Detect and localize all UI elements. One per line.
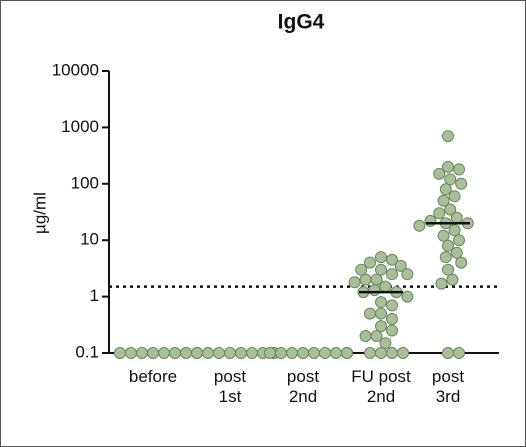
data-point: [330, 347, 342, 359]
data-point: [439, 251, 452, 264]
data-point: [286, 347, 298, 359]
data-point: [455, 177, 468, 190]
data-point: [297, 347, 309, 359]
data-point: [453, 163, 465, 176]
data-point: [355, 263, 368, 276]
chart-title: IgG4: [278, 11, 325, 34]
data-point: [401, 268, 414, 281]
data-point: [375, 347, 387, 359]
x-tick-label: post 2nd: [286, 367, 320, 406]
data-point: [125, 347, 137, 359]
data-point: [379, 337, 392, 350]
data-point: [114, 347, 126, 359]
data-point: [386, 313, 398, 326]
y-tick-label: 100: [71, 173, 99, 192]
data-point: [379, 280, 392, 293]
data-point: [424, 214, 437, 227]
data-point: [375, 263, 387, 276]
data-point: [341, 347, 353, 359]
y-tick-label: 1000: [61, 117, 99, 136]
y-axis-label: µg/ml: [30, 192, 49, 234]
data-point: [386, 324, 398, 337]
data-point: [439, 183, 452, 196]
data-point: [394, 259, 407, 272]
data-point: [136, 347, 148, 359]
data-point: [224, 347, 236, 359]
data-point: [450, 211, 463, 224]
data-point: [401, 290, 414, 303]
data-point: [453, 234, 465, 247]
data-point: [375, 320, 387, 333]
data-point: [235, 347, 247, 359]
data-point: [435, 277, 448, 290]
data-point: [386, 347, 398, 359]
data-point: [455, 256, 468, 269]
x-tick-label: FU post 2nd: [351, 367, 411, 406]
data-point: [448, 190, 461, 203]
data-point: [450, 246, 463, 259]
data-point: [413, 219, 426, 232]
data-point: [191, 347, 203, 359]
data-point: [397, 347, 409, 359]
data-point: [444, 173, 457, 186]
y-tick-label: 10000: [52, 60, 99, 79]
data-point: [433, 167, 446, 180]
y-tick-label: 10: [80, 230, 99, 249]
data-point: [446, 273, 459, 286]
data-point: [246, 347, 258, 359]
x-tick-label: before: [128, 367, 178, 386]
data-point: [375, 307, 387, 320]
data-point: [308, 347, 320, 359]
data-point: [386, 268, 398, 281]
data-point: [319, 347, 331, 359]
data-point: [213, 347, 225, 359]
data-point: [442, 239, 454, 252]
data-point: [364, 256, 376, 269]
data-point: [448, 224, 461, 237]
data-point: [202, 347, 214, 359]
data-point: [386, 299, 398, 312]
data-point: [359, 330, 372, 343]
y-tick-label: 1: [90, 286, 99, 305]
data-point: [437, 194, 450, 207]
data-point: [437, 229, 450, 242]
data-point: [147, 347, 159, 359]
data-point: [368, 284, 381, 297]
data-point: [442, 347, 454, 359]
x-tick-label: post 3rd: [431, 367, 465, 406]
data-point: [386, 253, 398, 266]
data-point: [169, 347, 181, 359]
data-point: [444, 203, 457, 216]
data-point: [364, 307, 376, 320]
data-point: [433, 207, 446, 220]
data-point: [375, 296, 387, 309]
data-point: [275, 347, 287, 359]
data-point: [442, 130, 454, 143]
data-point: [364, 347, 376, 359]
data-point: [442, 160, 454, 173]
x-tick-label: post 1st: [213, 367, 247, 406]
data-point: [180, 347, 192, 359]
data-point: [453, 347, 465, 359]
data-point: [348, 276, 361, 289]
data-point: [359, 273, 372, 286]
data-point: [264, 347, 276, 359]
y-tick-label: 0.1: [75, 342, 99, 361]
data-point: [442, 263, 454, 276]
data-point: [158, 347, 170, 359]
data-point: [375, 251, 387, 264]
